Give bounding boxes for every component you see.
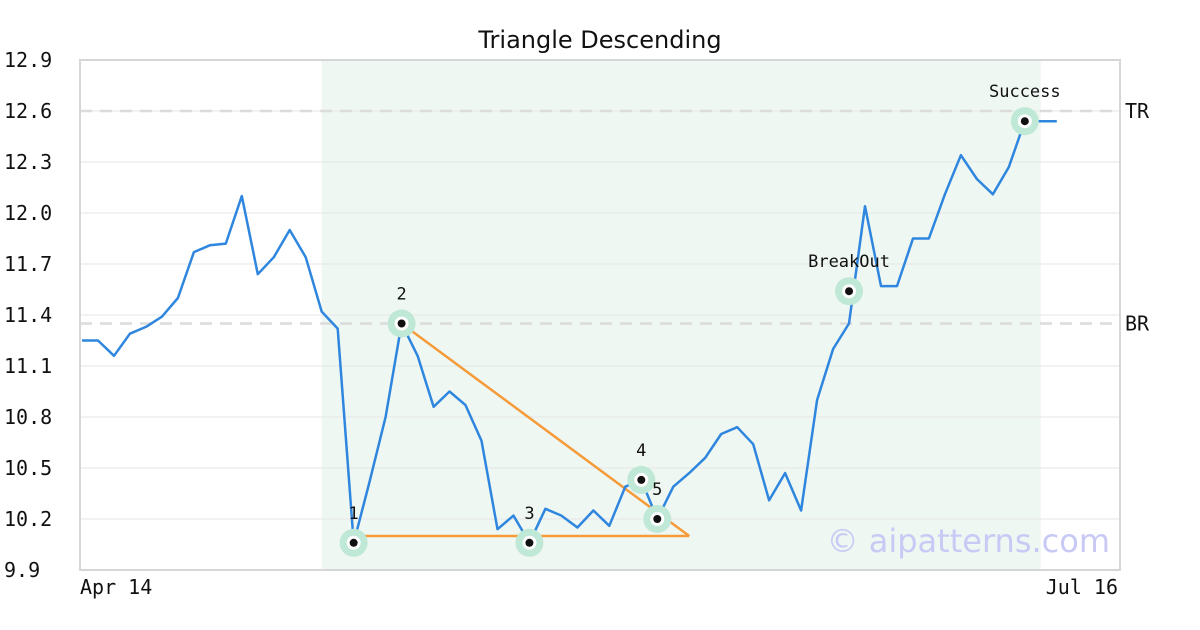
x-tick-start: Apr 14	[80, 575, 152, 599]
pattern-point: 1	[339, 504, 368, 557]
marker-dot	[349, 538, 358, 547]
pattern-point-label: 2	[396, 285, 406, 305]
pattern-point-label: 3	[524, 504, 534, 524]
marker-dot	[397, 319, 406, 328]
marker-dot	[637, 475, 646, 484]
level-label-br: BR	[1125, 312, 1150, 336]
y-axis-ticks: 12.9 12.6 12.3 12.0 11.7 11.4 11.1 10.8 10.5 10.2…	[4, 48, 52, 582]
y-tick-label: 12.6	[4, 99, 52, 123]
pattern-point-label: Success	[989, 82, 1061, 102]
y-tick-label: 12.9	[4, 48, 52, 72]
y-tick-label: 11.4	[4, 303, 52, 327]
y-tick-label: 11.1	[4, 354, 52, 378]
y-tick-label: 10.2	[4, 507, 52, 531]
pattern-point-label: 4	[636, 441, 646, 461]
price-series-line	[82, 119, 1057, 545]
pattern-point-label: BreakOut	[808, 252, 890, 272]
pattern-point-label: 1	[349, 504, 359, 524]
chart-title: Triangle Descending	[477, 26, 721, 54]
y-tick-label: 9.9	[4, 558, 40, 582]
level-label-tr: TR	[1125, 99, 1150, 123]
pattern-point: 4	[627, 441, 656, 494]
pattern-point: 2	[387, 285, 416, 338]
y-tick-label: 12.3	[4, 150, 52, 174]
y-tick-label: 11.7	[4, 252, 52, 276]
plot-frame	[79, 59, 1121, 571]
watermark: © aipatterns.com	[827, 522, 1110, 560]
x-tick-end: Jul 16	[1046, 575, 1118, 599]
y-tick-label: 12.0	[4, 201, 52, 225]
level-lines: TR BR	[80, 99, 1150, 336]
y-tick-label: 10.5	[4, 456, 52, 480]
y-tick-label: 10.8	[4, 405, 52, 429]
pattern-point-label: 5	[652, 480, 662, 500]
pattern-point-markers: 1 2 3 45 BreakOut Success	[339, 82, 1061, 557]
triangle-line	[400, 322, 690, 538]
pattern-point: BreakOut	[808, 252, 890, 306]
marker-dot	[1020, 117, 1029, 126]
pattern-point: Success	[989, 82, 1061, 136]
marker-dot	[653, 515, 662, 523]
marker-dot	[845, 287, 854, 296]
pattern-point: 3	[515, 504, 544, 557]
marker-dot	[525, 538, 534, 547]
pattern-point: 5	[643, 480, 672, 533]
